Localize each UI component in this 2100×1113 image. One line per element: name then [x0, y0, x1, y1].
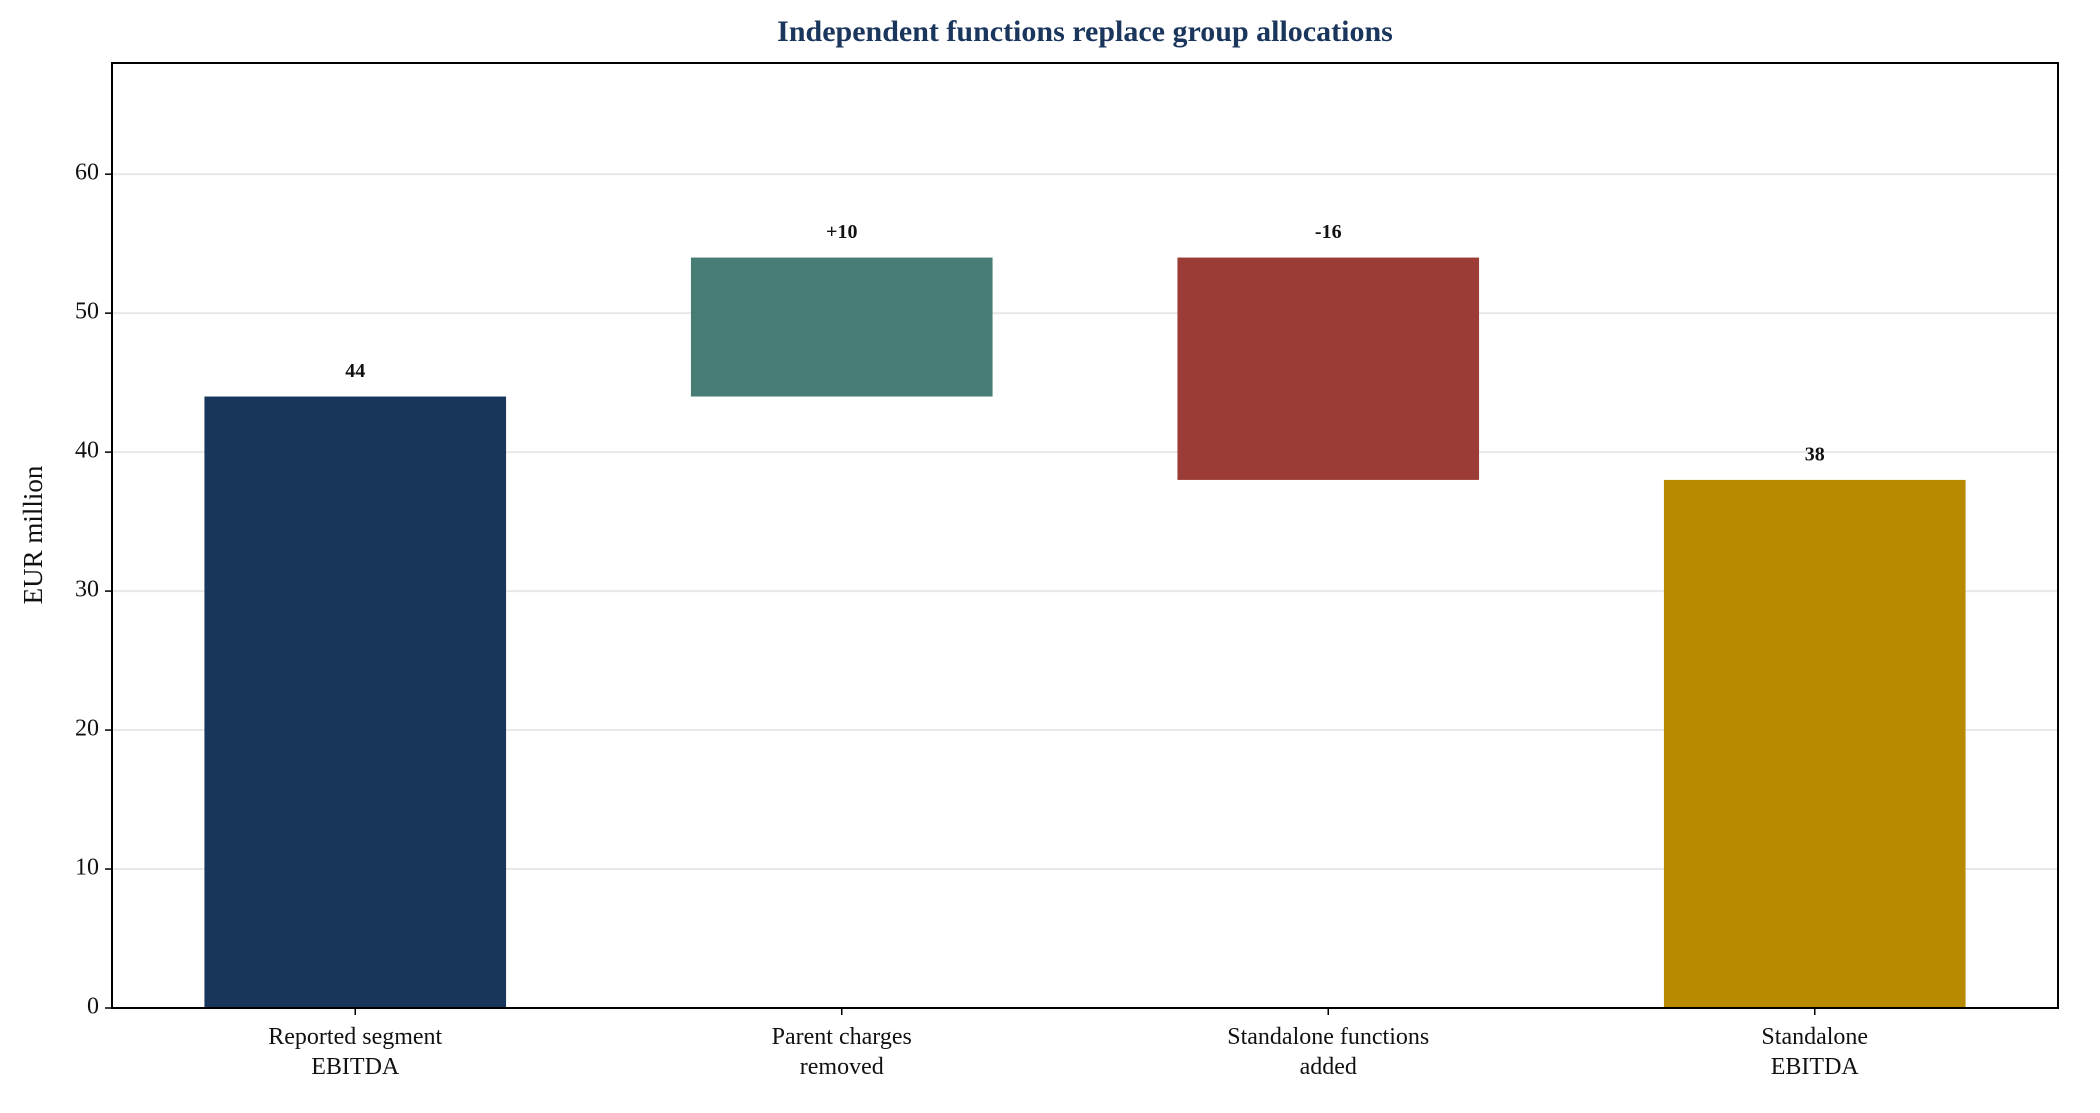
x-tick-label: Standalone functions added [1227, 1024, 1429, 1080]
bar [1177, 257, 1480, 480]
bar [1663, 479, 1966, 1009]
x-tick-label: Standalone EBITDA [1761, 1024, 1868, 1080]
y-tick-label: 50 [75, 299, 99, 325]
y-tick-label: 20 [75, 716, 99, 742]
x-tick-label: Parent charges removed [772, 1024, 912, 1080]
y-tick-label: 0 [87, 994, 99, 1020]
x-tick-label: Reported segment EBITDA [268, 1024, 442, 1080]
plot-frame [111, 62, 2059, 1009]
bar [690, 257, 993, 397]
value-label: +10 [826, 221, 857, 243]
y-tick-label: 30 [75, 577, 99, 603]
value-label: 38 [1805, 444, 1825, 466]
value-label: 44 [345, 360, 365, 382]
y-tick-label: 40 [75, 438, 99, 464]
value-label: -16 [1315, 221, 1342, 243]
y-tick-label: 10 [75, 855, 99, 881]
y-axis-label: EUR million [18, 465, 48, 604]
chart-title: Independent functions replace group allo… [777, 15, 1393, 48]
y-tick-label: 60 [75, 160, 99, 186]
bar [204, 396, 507, 1008]
